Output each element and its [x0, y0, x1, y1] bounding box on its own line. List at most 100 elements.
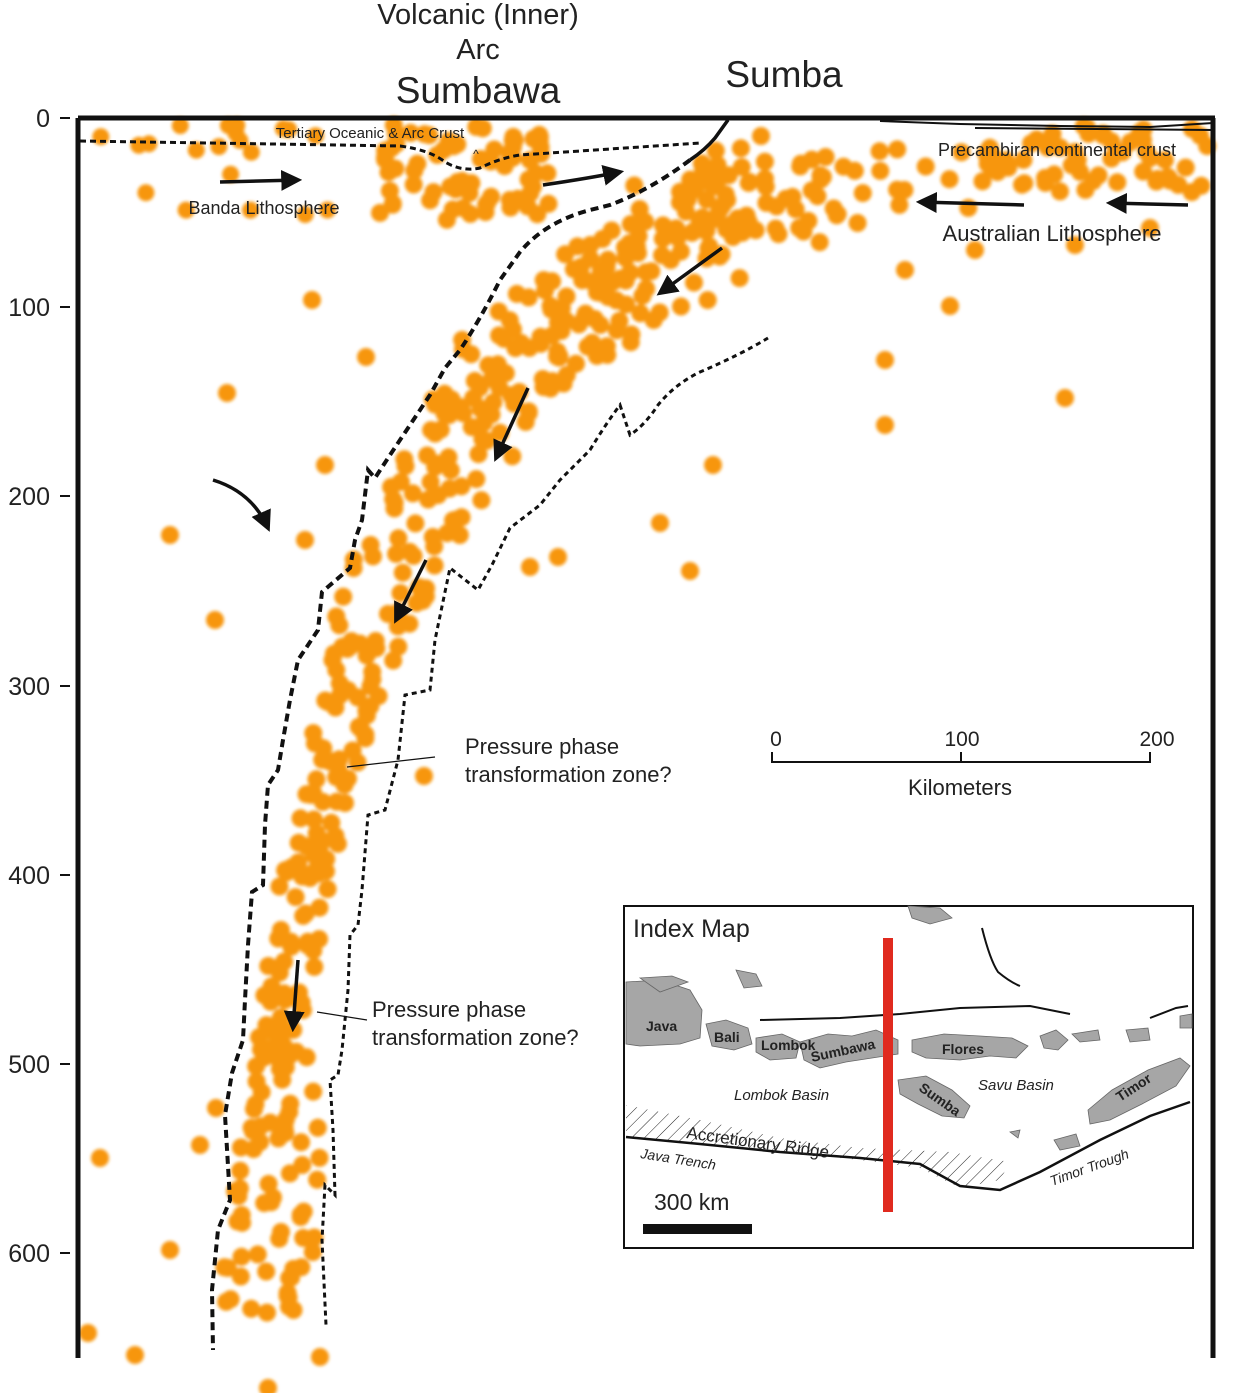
earthquake-dot: [1192, 176, 1211, 195]
earthquake-dot: [177, 201, 195, 219]
earthquake-dot: [474, 413, 493, 432]
earthquake-dot: [310, 930, 329, 949]
earthquake-dot: [696, 222, 715, 241]
earthquake-dot: [810, 233, 829, 252]
phase-zone-1-leader: [346, 756, 436, 768]
earthquake-dot: [357, 348, 375, 366]
earthquake-dot: [710, 201, 729, 220]
section-frame: [75, 115, 1216, 1358]
earthquake-dot: [316, 691, 335, 710]
earthquake-dot: [802, 181, 821, 200]
depth-axis: 0 100 200 300 400 500 600: [8, 105, 70, 1268]
earthquake-dot: [524, 129, 543, 148]
earthquake-dot: [310, 898, 329, 917]
banda-plate-arrow: [542, 164, 625, 187]
earthquake-dot: [419, 490, 438, 509]
lombok-basin-label: Lombok Basin: [734, 1087, 829, 1104]
earthquake-dot: [426, 457, 445, 476]
earthquake-dot: [746, 221, 765, 240]
earthquake-dot: [313, 792, 332, 811]
earthquake-dot: [206, 611, 224, 629]
earthquake-dot: [704, 456, 722, 474]
earthquake-dot: [489, 302, 508, 321]
savu-basin-label: Savu Basin: [978, 1077, 1054, 1094]
earthquake-dot: [486, 365, 505, 384]
earthquake-dot: [548, 347, 567, 366]
earthquake-dot: [415, 125, 434, 144]
earthquake-dot: [305, 957, 324, 976]
earthquake-dot: [221, 1290, 240, 1309]
earthquake-dot: [543, 372, 562, 391]
earthquake-dot: [257, 1262, 276, 1281]
earthquake-dot: [531, 334, 550, 353]
earthquake-dot: [348, 753, 367, 772]
phase-zone-2-leader: [316, 1011, 368, 1021]
earthquake-dot: [888, 140, 907, 159]
earthquake-dot: [246, 1095, 265, 1114]
earthquake-dot: [1155, 151, 1174, 169]
earthquake-dot: [327, 607, 346, 626]
earthquake-dot: [523, 177, 542, 196]
earthquake-dot: [616, 271, 635, 290]
earthquake-dot: [504, 320, 522, 339]
accretionary-hatch: [626, 1105, 1010, 1188]
earthquake-dot: [1051, 182, 1069, 201]
earthquake-dot: [1084, 172, 1103, 191]
depth-tick-label: 600: [8, 1240, 50, 1268]
earthquake-dot: [706, 141, 725, 160]
earthquake-dot: [261, 1113, 280, 1132]
earthquake-dot: [292, 993, 311, 1012]
trench-thrust: [689, 118, 730, 162]
earthquake-dot: [783, 187, 802, 206]
earthquake-dot: [1051, 138, 1070, 157]
earthquake-dot: [506, 339, 525, 358]
earthquake-dot: [607, 321, 626, 340]
earthquake-dot: [503, 447, 522, 466]
slab-arrow-3: [394, 559, 428, 624]
earthquake-dot: [896, 261, 914, 279]
earthquake-dot: [1056, 389, 1074, 407]
earthquake-dot: [556, 245, 575, 264]
earthquake-dot: [406, 514, 425, 533]
earthquake-dot: [834, 157, 853, 176]
earthquake-dot: [732, 158, 751, 177]
earthquake-dot: [766, 219, 785, 238]
earthquake-dot: [443, 200, 462, 219]
earthquake-dot: [259, 1379, 277, 1393]
earthquake-dot: [210, 138, 228, 156]
earthquake-dot: [304, 1082, 323, 1101]
earthquake-dot: [289, 833, 308, 852]
earthquake-dot: [304, 810, 323, 829]
earthquake-dot: [890, 195, 909, 214]
earthquake-dot: [408, 154, 427, 173]
earthquake-dot: [231, 1138, 250, 1157]
earthquake-dot: [467, 470, 486, 489]
earthquake-dot: [407, 594, 426, 612]
earthquake-dot: [310, 1148, 329, 1167]
earthquake-dot: [215, 1258, 234, 1277]
earthquake-dot: [257, 1016, 276, 1035]
earthquake-dot: [292, 1133, 311, 1152]
earthquake-dot: [338, 639, 357, 658]
depth-tick-label: 0: [36, 105, 50, 133]
earthquake-dot: [581, 249, 600, 268]
slab-arrow-4: [283, 959, 305, 1033]
earthquake-dot: [431, 420, 450, 439]
island-label-lombok: Lombok: [761, 1037, 816, 1053]
earthquake-dot: [441, 461, 460, 480]
earthquake-dot: [583, 272, 602, 291]
earthquake-dot: [434, 140, 453, 159]
back-arc-thrust: [759, 1004, 1071, 1021]
earthquake-dot: [941, 297, 959, 315]
earthquake-dot: [282, 858, 301, 877]
earthquake-dot: [593, 230, 612, 248]
phase-zone-1-label-line1: Pressure phase: [465, 734, 619, 759]
earthquake-dot: [401, 123, 420, 142]
scale-tick-label: 100: [944, 728, 979, 751]
earthquake-dot: [274, 120, 292, 138]
depth-tick-label: 200: [8, 483, 50, 511]
land-timor: [1087, 1057, 1191, 1125]
earthquake-dot: [421, 191, 440, 210]
earthquake-dot: [187, 141, 205, 159]
earthquake-dot: [739, 173, 758, 192]
